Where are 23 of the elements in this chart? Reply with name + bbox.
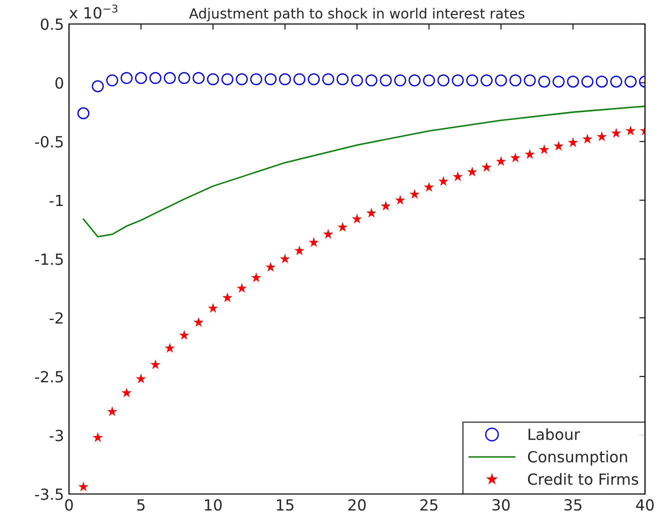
x-tick-label: 0 bbox=[65, 499, 73, 511]
x-tick-label: 15 bbox=[276, 499, 294, 511]
legend-label: Consumption bbox=[528, 450, 628, 466]
text: x 10$^{−3}$ bbox=[69, 4, 118, 19]
chart-title: Adjustment path to shock in world interest rates bbox=[189, 8, 524, 22]
y-tick-label: -2 bbox=[50, 312, 63, 324]
x-tick-label: 40 bbox=[636, 499, 654, 511]
y-tick-label: -0.5 bbox=[35, 136, 63, 148]
x-tick-label: 20 bbox=[348, 499, 366, 511]
y-tick-label: -2.5 bbox=[35, 370, 63, 383]
legend-label: Labour bbox=[528, 428, 580, 440]
x-tick-label: 10 bbox=[204, 499, 222, 511]
x-tick-label: 35 bbox=[564, 499, 582, 511]
y-tick-label: -1.5 bbox=[35, 254, 63, 266]
y-tick-label: -3.5 bbox=[35, 488, 63, 500]
x-tick-label: 25 bbox=[420, 499, 438, 511]
y-tick-label: 0 bbox=[55, 77, 64, 89]
x-tick-label: 5 bbox=[137, 499, 145, 511]
legend-label: Credit to Firms bbox=[528, 473, 638, 485]
y-tick-label: 0.5 bbox=[40, 18, 63, 30]
y-tick-label: -3 bbox=[50, 430, 63, 442]
x-tick-label: 30 bbox=[492, 499, 510, 511]
y-tick-label: -1 bbox=[50, 194, 63, 206]
